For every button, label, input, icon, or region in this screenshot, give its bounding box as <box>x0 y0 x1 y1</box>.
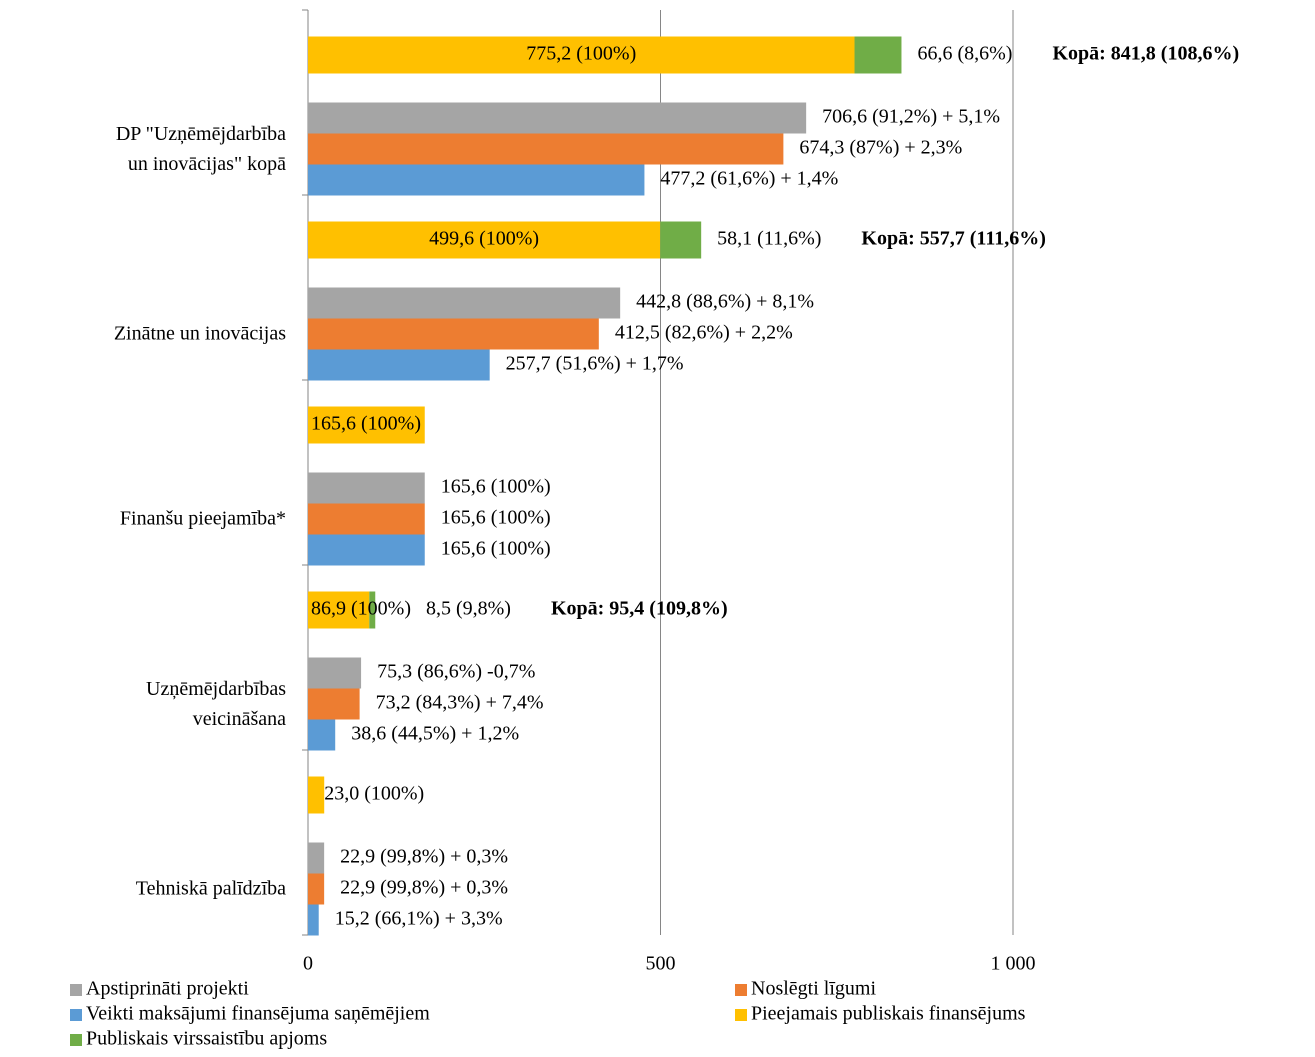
bar <box>308 318 599 350</box>
legend-label: Pieejamais publiskais finansējums <box>751 1003 1026 1025</box>
x-tick-label: 500 <box>646 953 676 975</box>
bar <box>660 221 702 259</box>
bar <box>308 904 319 936</box>
legend-swatch <box>735 984 747 996</box>
bar <box>854 36 902 74</box>
value-label: 15,2 (66,1%) + 3,3% <box>335 908 503 930</box>
bar <box>308 776 325 814</box>
value-label: 58,1 (11,6%) <box>717 228 821 250</box>
value-label: 165,6 (100%) <box>441 507 551 529</box>
value-label: 442,8 (88,6%) + 8,1% <box>636 291 814 313</box>
value-label: 775,2 (100%) <box>526 43 636 65</box>
value-label: 23,0 (100%) <box>324 783 424 805</box>
value-label: 8,5 (9,8%) <box>426 598 511 620</box>
legend-swatch <box>735 1009 747 1021</box>
value-label: 38,6 (44,5%) + 1,2% <box>351 723 519 745</box>
bar <box>308 349 490 381</box>
bar <box>308 287 621 319</box>
bar <box>308 406 425 444</box>
value-label: 165,6 (100%) <box>441 476 551 498</box>
y-tick-label: Finanšu pieejamība* <box>120 508 286 530</box>
bar <box>308 591 370 629</box>
x-tick-label: 1 000 <box>991 953 1036 975</box>
bar <box>308 842 325 874</box>
value-label: 73,2 (84,3%) + 7,4% <box>376 692 544 714</box>
y-tick-label: Zinātne un inovācijas <box>114 323 286 345</box>
x-tick-label: 0 <box>303 953 313 975</box>
bar <box>308 534 425 566</box>
bar <box>308 873 325 905</box>
value-label: 257,7 (51,6%) + 1,7% <box>506 353 684 375</box>
legend-swatch <box>70 1009 82 1021</box>
bar <box>308 164 645 196</box>
value-label: 412,5 (82,6%) + 2,2% <box>615 322 793 344</box>
value-label: 165,6 (100%) <box>441 538 551 560</box>
bar <box>308 472 425 504</box>
bar <box>308 719 336 751</box>
total-label: Kopā: 95,4 (109,8%) <box>551 598 728 620</box>
legend-label: Apstiprināti projekti <box>86 978 249 1000</box>
value-label: 22,9 (99,8%) + 0,3% <box>340 846 508 868</box>
bar <box>369 591 376 629</box>
bar <box>308 36 855 74</box>
bar <box>308 102 807 134</box>
legend-label: Noslēgti līgumi <box>751 978 876 1000</box>
value-label: 674,3 (87%) + 2,3% <box>799 137 962 159</box>
legend-label: Publiskais virssaistību apjoms <box>86 1028 327 1050</box>
value-label: 165,6 (100%) <box>311 413 421 435</box>
value-label: 86,9 (100%) <box>311 598 411 620</box>
legend-swatch <box>70 1034 82 1046</box>
y-tick-label: Uzņēmējdarbības veicināšana <box>146 678 286 730</box>
legend-swatch <box>70 984 82 996</box>
legend-label: Veikti maksājumi finansējuma saņēmējiem <box>86 1003 430 1025</box>
value-label: 706,6 (91,2%) + 5,1% <box>822 106 1000 128</box>
y-tick-label: Tehniskā palīdzība <box>136 878 286 900</box>
bar <box>308 688 360 720</box>
value-label: 75,3 (86,6%) -0,7% <box>377 661 535 683</box>
value-label: 477,2 (61,6%) + 1,4% <box>660 168 838 190</box>
bar <box>308 503 425 535</box>
bar <box>308 657 362 689</box>
value-label: 22,9 (99,8%) + 0,3% <box>340 877 508 899</box>
total-label: Kopā: 557,7 (111,6%) <box>861 228 1045 250</box>
total-label: Kopā: 841,8 (108,6%) <box>1052 43 1239 65</box>
value-label: 66,6 (8,6%) <box>917 43 1012 65</box>
bar <box>308 133 784 165</box>
value-label: 499,6 (100%) <box>429 228 539 250</box>
bar <box>308 221 661 259</box>
y-tick-label: DP "Uzņēmējdarbība un inovācijas" kopā <box>116 123 286 175</box>
